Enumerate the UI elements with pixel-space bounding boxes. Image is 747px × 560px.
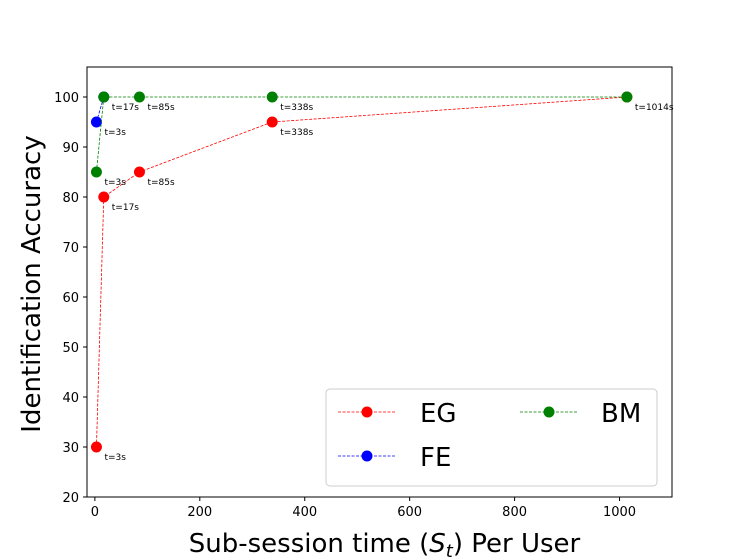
legend-marker-eg [361, 406, 373, 418]
point-label-eg: t=1014s [635, 103, 674, 113]
series-layer [90, 91, 633, 453]
data-point-fe [90, 116, 102, 128]
point-label-eg: t=85s [147, 178, 175, 188]
y-tick-label: 80 [62, 191, 79, 206]
legend-label-fe: FE [420, 443, 451, 473]
plot-frame [86, 66, 673, 498]
x-axis-label-main: Sub-session time ( [189, 529, 430, 559]
data-point-eg [266, 116, 278, 128]
point-labels-layer: t=3s t=17s t=85s t=338s t=1014s t=3s t=17s t=3s… [104, 103, 673, 463]
point-label-eg: t=3s [104, 453, 126, 463]
legend-label-eg: EG [420, 399, 457, 429]
x-axis-label: Sub-session time (St) Per User [189, 529, 581, 560]
legend-marker-fe [361, 450, 373, 462]
y-tick-label: 60 [62, 291, 79, 306]
point-label-fe: t=17s [112, 103, 140, 113]
legend-marker-bm [543, 406, 555, 418]
data-point-bm [98, 91, 110, 103]
x-tick-label: 200 [187, 505, 212, 520]
series-line-bm [96, 96, 627, 173]
y-tick-label: 90 [62, 141, 79, 156]
y-axis-label: Identification Accuracy [17, 135, 47, 432]
point-label-bm: t=85s [147, 103, 175, 113]
y-tick-label: 50 [62, 341, 79, 356]
data-point-bm [133, 91, 145, 103]
x-axis-label-symbol: S [429, 529, 446, 559]
x-axis-label-subscript: t [446, 541, 454, 560]
legend: EG FE BM [325, 388, 658, 487]
y-tick-label: 100 [54, 91, 79, 106]
y-tick-label: 20 [62, 491, 79, 506]
y-tick-label: 70 [62, 241, 79, 256]
point-label-fe: t=3s [104, 128, 126, 138]
x-axis-label-rest: ) Per User [453, 529, 581, 559]
legend-box [325, 388, 658, 487]
y-tick-label: 30 [62, 441, 79, 456]
point-label-eg: t=17s [112, 203, 140, 213]
x-tick-label: 600 [397, 505, 422, 520]
axis-ticks-layer: 0 200 400 600 800 1000 20 30 40 50 60 70 80 90 100 [54, 91, 636, 520]
x-tick-label: 0 [91, 505, 99, 520]
y-tick-label: 40 [62, 391, 79, 406]
data-point-bm [266, 91, 278, 103]
data-point-eg [133, 166, 145, 178]
x-tick-label: 1000 [603, 505, 636, 520]
data-point-eg [98, 191, 110, 203]
x-tick-label: 400 [292, 505, 317, 520]
legend-label-bm: BM [601, 399, 641, 429]
point-label-eg: t=338s [280, 128, 313, 138]
data-point-bm [90, 166, 102, 178]
point-label-bm: t=338s [280, 103, 313, 113]
data-point-eg [90, 441, 102, 453]
x-tick-label: 800 [502, 505, 527, 520]
point-label-bm: t=3s [104, 178, 126, 188]
data-point-bm [621, 91, 633, 103]
